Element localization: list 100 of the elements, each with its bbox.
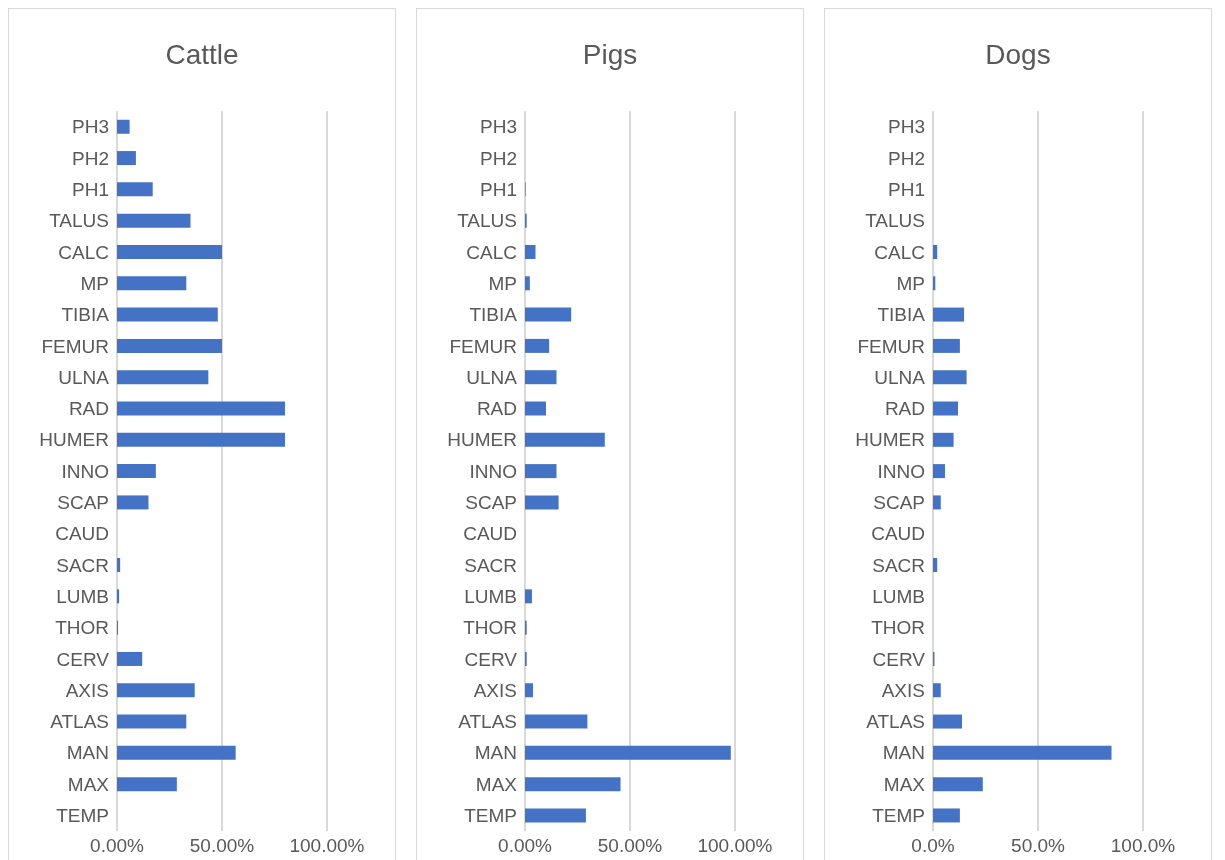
bar — [525, 495, 559, 510]
y-tick-label: HUMER — [39, 429, 109, 451]
y-tick-label: MAN — [66, 742, 109, 764]
y-tick-label: AXIS — [65, 679, 109, 701]
y-tick-label: PH1 — [72, 179, 109, 201]
x-tick-label: 0.00% — [498, 835, 553, 857]
bar — [117, 745, 236, 760]
y-tick-label: PH3 — [888, 116, 925, 138]
y-tick-label: MAX — [883, 773, 926, 795]
y-tick-label: PH3 — [480, 116, 517, 138]
bar — [933, 714, 962, 729]
bar — [933, 432, 954, 447]
bar — [933, 495, 941, 510]
y-tick-label: PH2 — [888, 147, 925, 169]
bar — [117, 401, 285, 416]
y-tick-label: ULNA — [58, 366, 110, 388]
bar — [933, 307, 965, 322]
x-tick-label: 100.00% — [697, 835, 773, 857]
bar — [117, 119, 130, 134]
bar — [525, 589, 532, 604]
bar — [117, 182, 153, 197]
y-tick-label: TALUS — [49, 210, 109, 232]
bar — [525, 370, 557, 385]
bar — [525, 432, 605, 447]
y-tick-label: SCAP — [57, 492, 109, 514]
y-tick-label: CAUD — [55, 523, 109, 545]
x-tick-label: 50.00% — [597, 835, 663, 857]
y-tick-label: CERV — [464, 648, 518, 670]
y-tick-label: SACR — [56, 554, 109, 576]
y-tick-label: THOR — [55, 617, 109, 639]
y-tick-label: INNO — [877, 460, 925, 482]
bar — [933, 683, 941, 698]
y-tick-label: CALC — [466, 241, 517, 263]
y-tick-label: MP — [896, 272, 925, 294]
y-tick-label: INNO — [469, 460, 517, 482]
y-tick-label: ULNA — [874, 366, 926, 388]
bar — [117, 213, 191, 228]
bar — [117, 714, 187, 729]
bar — [117, 495, 149, 510]
y-tick-label: SACR — [464, 554, 517, 576]
bar — [933, 464, 945, 479]
y-tick-label: RAD — [476, 398, 517, 420]
y-tick-label: FEMUR — [41, 335, 109, 357]
y-tick-label: LUMB — [872, 585, 925, 607]
y-tick-label: TIBIA — [877, 304, 926, 326]
y-tick-label: SCAP — [465, 492, 517, 514]
chart-title: Pigs — [581, 39, 639, 72]
y-tick-label: MAN — [882, 742, 925, 764]
chart-title: Dogs — [984, 39, 1052, 72]
bar — [117, 244, 222, 259]
bar — [117, 777, 177, 792]
y-tick-label: ULNA — [466, 366, 518, 388]
y-tick-label: CAUD — [871, 523, 925, 545]
x-tick-label: 100.0% — [1110, 835, 1176, 857]
bar — [525, 401, 546, 416]
y-tick-label: PH1 — [480, 179, 517, 201]
bar — [525, 244, 536, 259]
y-tick-label: FEMUR — [449, 335, 517, 357]
bar — [933, 370, 967, 385]
x-tick-label: 50.00% — [189, 835, 255, 857]
bar — [933, 244, 938, 259]
bar — [525, 307, 572, 322]
bar — [117, 370, 209, 385]
y-tick-label: MAN — [474, 742, 517, 764]
bar — [525, 276, 530, 291]
bar — [117, 307, 218, 322]
y-tick-label: LUMB — [56, 585, 109, 607]
y-tick-label: TEMP — [872, 805, 925, 827]
bar — [525, 683, 533, 698]
bar — [525, 338, 550, 353]
y-tick-label: MAX — [475, 773, 518, 795]
y-tick-label: TEMP — [56, 805, 109, 827]
x-tick-label: 0.0% — [911, 835, 955, 857]
y-tick-label: ATLAS — [50, 711, 109, 733]
y-tick-label: ATLAS — [866, 711, 925, 733]
y-tick-label: CERV — [56, 648, 110, 670]
y-tick-label: MP — [488, 272, 517, 294]
bar — [933, 777, 983, 792]
y-tick-label: CALC — [874, 241, 925, 263]
bar — [117, 589, 120, 604]
y-tick-label: PH2 — [72, 147, 109, 169]
bar — [933, 338, 960, 353]
y-tick-label: TIBIA — [61, 304, 110, 326]
bar — [117, 151, 136, 166]
y-tick-label: THOR — [463, 617, 517, 639]
bar — [525, 714, 588, 729]
y-tick-label: SCAP — [873, 492, 925, 514]
y-tick-label: MP — [80, 272, 109, 294]
bar — [933, 745, 1112, 760]
bar — [525, 464, 557, 479]
bar — [117, 651, 143, 666]
y-tick-label: HUMER — [447, 429, 517, 451]
bar — [117, 683, 195, 698]
y-tick-label: CERV — [872, 648, 926, 670]
y-tick-label: FEMUR — [857, 335, 925, 357]
y-tick-label: TEMP — [464, 805, 517, 827]
y-tick-label: CAUD — [463, 523, 517, 545]
y-tick-label: AXIS — [473, 679, 517, 701]
bar — [117, 558, 121, 573]
y-tick-label: PH1 — [888, 179, 925, 201]
